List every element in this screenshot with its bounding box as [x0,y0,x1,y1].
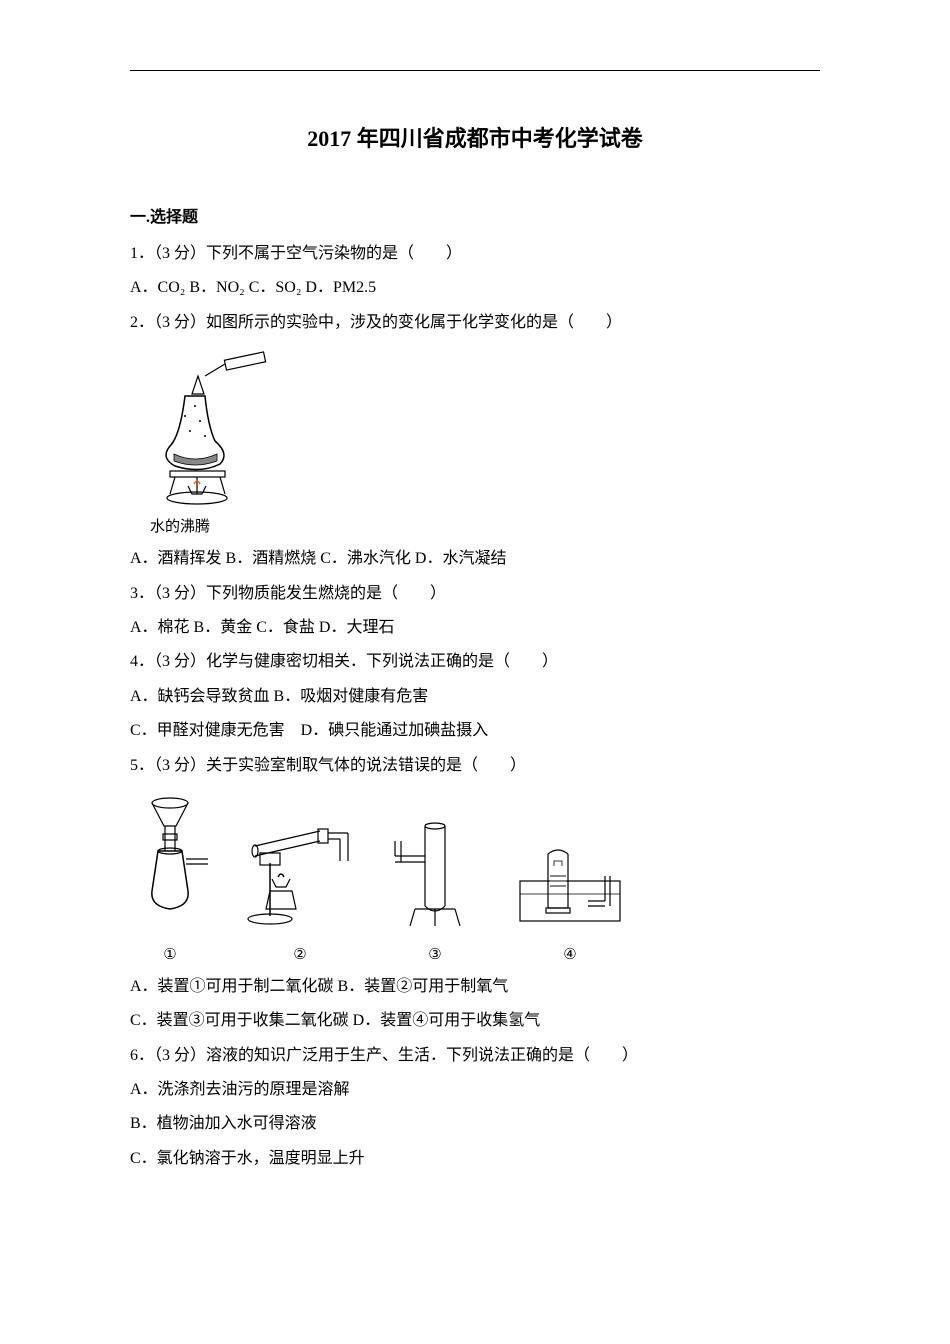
header-divider [130,70,820,71]
question-1-text: 1．（3 分）下列不属于空气污染物的是（ ） [130,239,820,269]
question-2-options: A．酒精挥发 B．酒精燃烧 C．沸水汽化 D．水汽凝结 [130,544,820,574]
exam-title: 2017 年四川省成都市中考化学试卷 [130,121,820,153]
apparatus-3-label: ③ [390,945,480,964]
apparatus-2: ② [240,791,360,964]
question-4-text: 4．（3 分）化学与健康密切相关．下列说法正确的是（ ） [130,647,820,677]
question-5-options-line2: C．装置③可用于收集二氧化碳 D．装置④可用于收集氢气 [130,1006,820,1036]
apparatus-1-label: ① [130,945,210,964]
apparatus-3: ③ [390,816,480,964]
question-6-option-b: B．植物油加入水可得溶液 [130,1109,820,1139]
question-4-options-line2: C．甲醛对健康无危害 D．碘只能通过加碘盐摄入 [130,716,820,746]
question-6-option-c: C．氯化钠溶于水，温度明显上升 [130,1144,820,1174]
apparatus-4-label: ④ [510,945,630,964]
apparatus-2-icon [240,791,360,936]
question-3-text: 3．（3 分）下列物质能发生燃烧的是（ ） [130,579,820,609]
apparatus-3-icon [390,816,480,936]
boiling-water-apparatus-icon [130,346,280,511]
apparatus-1: ① [130,791,210,964]
question-2-image-caption: 水的沸腾 [150,515,820,536]
question-4-options-line1: A．缺钙会导致贫血 B．吸烟对健康有危害 [130,682,820,712]
question-2-text: 2．（3 分）如图所示的实验中，涉及的变化属于化学变化的是（ ） [130,308,820,338]
question-5-text: 5．（3 分）关于实验室制取气体的说法错误的是（ ） [130,751,820,781]
question-6-text: 6．（3 分）溶液的知识广泛用于生产、生活．下列说法正确的是（ ） [130,1041,820,1071]
question-1-options: A．CO₂ B．NO₂ C．SO₂ D．PM2.5 [130,273,820,303]
question-2-image: 水的沸腾 [130,346,820,536]
apparatus-1-icon [130,791,210,936]
apparatus-4: ④ [510,836,630,964]
apparatus-2-label: ② [240,945,360,964]
section-heading: 一.选择题 [130,203,820,227]
question-3-options: A．棉花 B．黄金 C．食盐 D．大理石 [130,613,820,643]
question-5-options-line1: A．装置①可用于制二氧化碳 B．装置②可用于制氧气 [130,972,820,1002]
question-6-option-a: A．洗涤剂去油污的原理是溶解 [130,1075,820,1105]
apparatus-4-icon [510,836,630,936]
question-5-apparatus-row: ① ② [130,791,820,964]
